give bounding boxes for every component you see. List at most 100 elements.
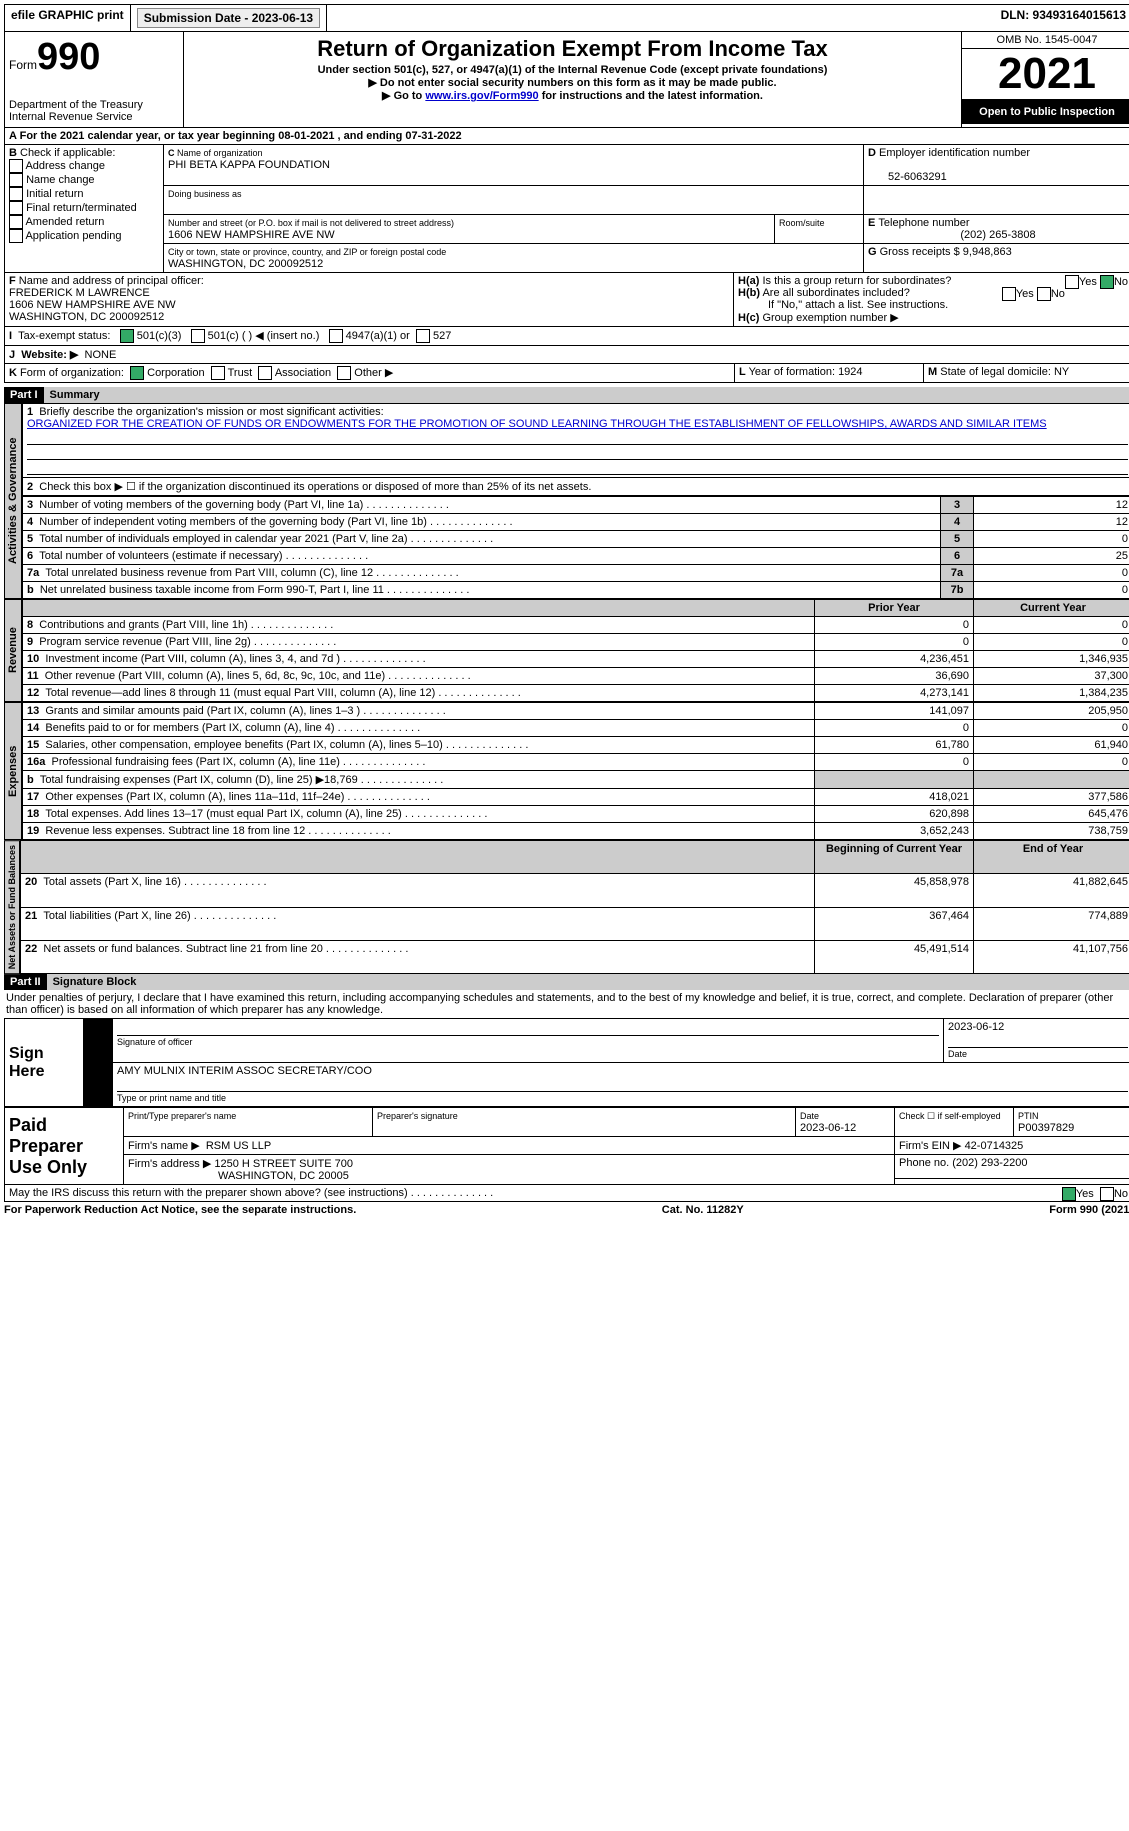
footer-mid: Cat. No. 11282Y xyxy=(662,1204,744,1216)
paid-preparer-table: Paid Preparer Use Only Print/Type prepar… xyxy=(4,1107,1129,1185)
discuss: May the IRS discuss this return with the… xyxy=(9,1187,408,1199)
street-lbl: Number and street (or P.O. box if mail i… xyxy=(168,218,454,228)
firm-addr-lbl: Firm's address ▶ xyxy=(128,1158,211,1170)
i-o3[interactable]: 4947(a)(1) or xyxy=(346,330,410,342)
m-lbl: State of legal domicile: xyxy=(940,366,1051,378)
part2-title: Signature Block xyxy=(47,974,1129,990)
dept-treasury: Department of the Treasury xyxy=(9,99,179,111)
sign-here-table: Sign Here Signature of officer 2023-06-1… xyxy=(4,1018,1129,1107)
subtitle-2: ▶ Do not enter social security numbers o… xyxy=(186,76,959,89)
hc: Group exemption number ▶ xyxy=(762,312,898,324)
hb: Are all subordinates included? xyxy=(762,287,909,299)
k-o4[interactable]: Other ▶ xyxy=(354,367,393,379)
pp-date-lbl: Date xyxy=(800,1111,819,1121)
firm-addr1: 1250 H STREET SUITE 700 xyxy=(214,1158,353,1170)
b-opt-1[interactable]: Name change xyxy=(26,174,95,186)
firm-ein-lbl: Firm's EIN ▶ xyxy=(899,1140,962,1152)
vtab-gov: Activities & Governance xyxy=(4,403,22,599)
city: WASHINGTON, DC 200092512 xyxy=(168,258,323,270)
j-lbl: Website: ▶ xyxy=(21,349,78,361)
officer-addr2: WASHINGTON, DC 200092512 xyxy=(9,311,164,323)
line-a: A For the 2021 calendar year, or tax yea… xyxy=(4,128,1129,145)
form-prefix: Form xyxy=(9,58,37,72)
firm-ein: 42-0714325 xyxy=(965,1140,1024,1152)
discuss-no[interactable]: No xyxy=(1114,1188,1128,1200)
omb-number: OMB No. 1545-0047 xyxy=(962,32,1129,49)
pp-sig-lbl: Preparer's signature xyxy=(377,1111,458,1121)
i-o1[interactable]: 501(c)(3) xyxy=(137,330,182,342)
part1-hdr: Part I xyxy=(4,387,44,403)
gov-table: 1 Briefly describe the organization's mi… xyxy=(22,403,1129,496)
f-lbl: Name and address of principal officer: xyxy=(19,275,204,287)
pp-date: 2023-06-12 xyxy=(800,1122,856,1134)
b-label: Check if applicable: xyxy=(20,147,115,159)
firm-phone: (202) 293-2200 xyxy=(952,1157,1027,1169)
domicile: NY xyxy=(1054,366,1069,378)
form-title: Return of Organization Exempt From Incom… xyxy=(188,36,957,62)
k-o1[interactable]: Corporation xyxy=(147,367,204,379)
firm-phone-lbl: Phone no. xyxy=(899,1157,949,1169)
footer-right: Form 990 (2021) xyxy=(1049,1204,1129,1216)
exp-table: 13 Grants and similar amounts paid (Part… xyxy=(22,702,1129,840)
i-lbl: Tax-exempt status: xyxy=(18,330,110,342)
goto-post: for instructions and the latest informat… xyxy=(539,90,763,102)
irs-link[interactable]: www.irs.gov/Form990 xyxy=(425,90,538,102)
open-to-public: Open to Public Inspection xyxy=(962,100,1129,124)
goto-pre: ▶ Go to xyxy=(382,90,425,102)
city-lbl: City or town, state or province, country… xyxy=(168,247,446,257)
officer-name: FREDERICK M LAWRENCE xyxy=(9,287,150,299)
officer-addr1: 1606 NEW HAMPSHIRE AVE NW xyxy=(9,299,176,311)
k-o2[interactable]: Trust xyxy=(228,367,253,379)
sign-here: Sign Here xyxy=(5,1019,84,1107)
b-opt-0[interactable]: Address change xyxy=(25,160,105,172)
irs-label: Internal Revenue Service xyxy=(9,111,179,123)
part1-title: Summary xyxy=(44,387,1129,403)
l2: Check this box ▶ ☐ if the organization d… xyxy=(39,481,591,493)
paid-preparer: Paid Preparer Use Only xyxy=(5,1108,124,1185)
vtab-rev: Revenue xyxy=(4,599,22,702)
i-o2[interactable]: 501(c) ( ) ◀ (insert no.) xyxy=(208,330,320,342)
ptin: P00397829 xyxy=(1018,1122,1074,1134)
top-bar: efile GRAPHIC print Submission Date - 20… xyxy=(4,4,1129,32)
firm-addr2: WASHINGTON, DC 20005 xyxy=(128,1170,349,1182)
ha: Is this a group return for subordinates? xyxy=(762,275,951,287)
officer-type-lbl: Type or print name and title xyxy=(117,1093,226,1103)
b-opt-3[interactable]: Final return/terminated xyxy=(26,202,137,214)
b-opt-5[interactable]: Application pending xyxy=(25,230,121,242)
line-a-text: For the 2021 calendar year, or tax year … xyxy=(20,130,462,142)
b-opt-2[interactable]: Initial return xyxy=(26,188,83,200)
k-o3[interactable]: Association xyxy=(275,367,331,379)
firm-name: RSM US LLP xyxy=(206,1140,271,1152)
net-table: Beginning of Current YearEnd of Year20 T… xyxy=(20,840,1129,974)
room-lbl: Room/suite xyxy=(779,218,825,228)
year-formation: 1924 xyxy=(838,366,862,378)
subtitle-1: Under section 501(c), 527, or 4947(a)(1)… xyxy=(186,64,959,76)
g-lbl: Gross receipts $ xyxy=(880,246,960,258)
l1-txt: ORGANIZED FOR THE CREATION OF FUNDS OR E… xyxy=(27,418,1047,430)
pp-self[interactable]: Check ☐ if self-employed xyxy=(899,1111,1001,1121)
officer-printed: AMY MULNIX INTERIM ASSOC SECRETARY/COO xyxy=(117,1065,372,1077)
i-o4[interactable]: 527 xyxy=(433,330,451,342)
form-number: 990 xyxy=(37,36,100,78)
footer-left: For Paperwork Reduction Act Notice, see … xyxy=(4,1204,356,1216)
discuss-yes[interactable]: Yes xyxy=(1076,1188,1094,1200)
b-opt-4[interactable]: Amended return xyxy=(25,216,104,228)
pp-name-lbl: Print/Type preparer's name xyxy=(128,1111,236,1121)
submission-date: Submission Date - 2023-06-13 xyxy=(137,8,320,28)
l-lbl: Year of formation: xyxy=(749,366,835,378)
e-lbl: Telephone number xyxy=(878,217,969,229)
k-lbl: Form of organization: xyxy=(20,367,124,379)
ptin-lbl: PTIN xyxy=(1018,1111,1039,1121)
vtab-exp: Expenses xyxy=(4,702,22,840)
website: NONE xyxy=(85,349,117,361)
firm-name-lbl: Firm's name ▶ xyxy=(128,1140,200,1152)
sig-date: 2023-06-12 xyxy=(948,1021,1004,1033)
l1-lbl: Briefly describe the organization's miss… xyxy=(39,406,383,418)
date-lbl: Date xyxy=(948,1049,967,1059)
vtab-net: Net Assets or Fund Balances xyxy=(4,840,20,974)
rev-table: Prior YearCurrent Year8 Contributions an… xyxy=(22,599,1129,702)
gov-rows: 3 Number of voting members of the govern… xyxy=(22,496,1129,599)
dba-lbl: Doing business as xyxy=(168,189,242,199)
street: 1606 NEW HAMPSHIRE AVE NW xyxy=(168,229,335,241)
part2-hdr: Part II xyxy=(4,974,47,990)
